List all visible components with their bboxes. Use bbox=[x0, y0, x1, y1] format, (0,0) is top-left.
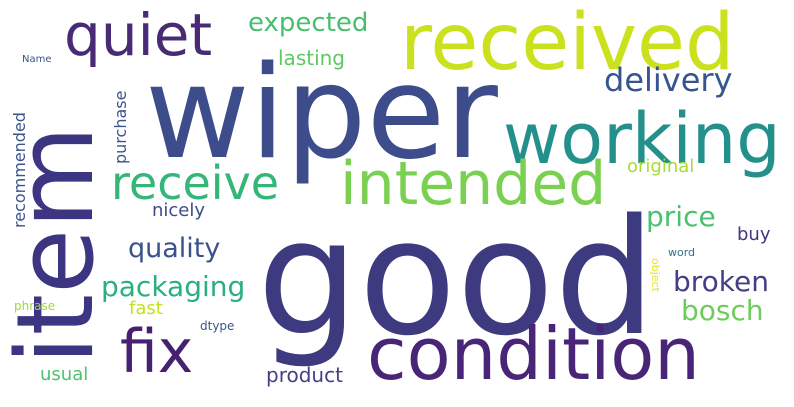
word-lasting: lasting bbox=[278, 46, 346, 70]
word-delivery: delivery bbox=[604, 61, 733, 99]
word-received: received bbox=[400, 0, 735, 88]
word-name: Name bbox=[22, 54, 52, 65]
word-receive: receive bbox=[111, 156, 280, 210]
word-expected: expected bbox=[248, 8, 369, 38]
word-nicely: nicely bbox=[152, 200, 206, 221]
word-buy: buy bbox=[737, 224, 771, 245]
word-bosch: bosch bbox=[681, 294, 764, 327]
word-word: word bbox=[668, 246, 696, 259]
word-quiet: quiet bbox=[64, 1, 213, 69]
word-working: working bbox=[503, 98, 781, 180]
word-quality: quality bbox=[128, 233, 221, 264]
word-broken: broken bbox=[673, 265, 769, 298]
word-original: original bbox=[627, 156, 695, 177]
word-condition: condition bbox=[367, 312, 700, 396]
word-purchase: purchase bbox=[111, 90, 130, 164]
word-recommended: recommended bbox=[10, 112, 29, 228]
word-product: product bbox=[266, 363, 343, 387]
word-phrase: phrase bbox=[14, 299, 56, 313]
word-intended: intended bbox=[340, 149, 607, 219]
word-dtype: dtype bbox=[200, 319, 235, 333]
word-good: good bbox=[257, 184, 656, 371]
word-fix: fix bbox=[120, 317, 194, 387]
word-price: price bbox=[646, 200, 716, 233]
word-wiper: wiper bbox=[145, 39, 498, 188]
word-packaging: packaging bbox=[101, 270, 246, 303]
word-fast: fast bbox=[129, 298, 163, 319]
word-object: object bbox=[649, 258, 662, 292]
word-usual: usual bbox=[40, 364, 89, 385]
